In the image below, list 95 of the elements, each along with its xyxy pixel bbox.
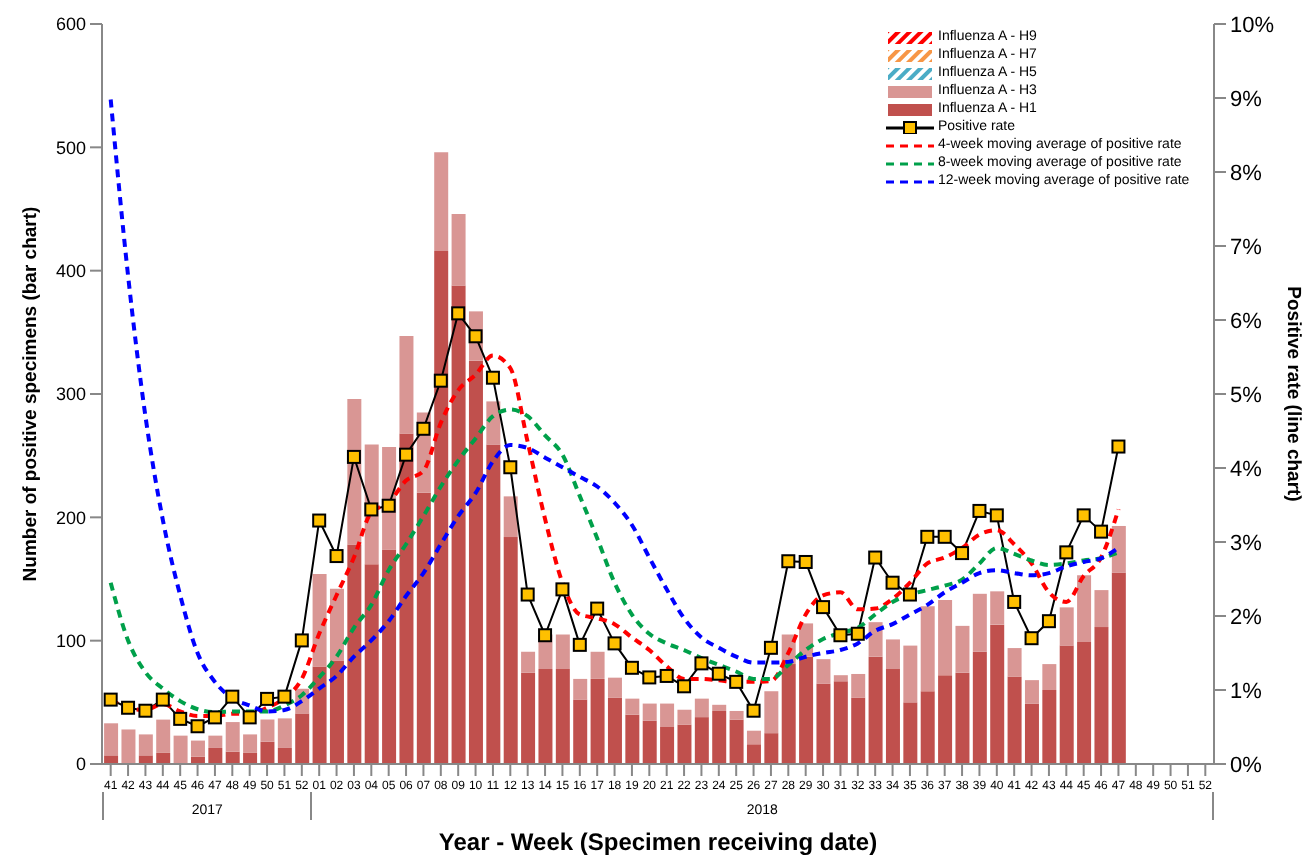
point [538, 628, 553, 643]
point [763, 640, 778, 655]
point [711, 666, 726, 681]
point [746, 703, 761, 718]
point [833, 628, 848, 643]
point [364, 502, 379, 517]
y2-tick-label: 7% [1230, 235, 1263, 260]
y2-tick-label: 0% [1230, 753, 1263, 778]
point [242, 710, 257, 725]
y2-tick-label: 1% [1230, 679, 1263, 704]
y2-tick-label: 8% [1230, 161, 1263, 186]
point [729, 674, 744, 689]
point [138, 703, 153, 718]
y-tick-label: 300 [55, 384, 86, 405]
bar [555, 634, 570, 670]
point [920, 529, 935, 544]
point [816, 600, 831, 615]
point [659, 668, 674, 683]
y-tick-label: 100 [55, 631, 86, 652]
point [225, 689, 240, 704]
point [781, 554, 796, 569]
point [572, 637, 587, 652]
y-tick-label: 0 [75, 754, 86, 775]
point [399, 447, 414, 462]
point [520, 587, 535, 602]
bar [625, 698, 640, 715]
point [103, 692, 118, 707]
point [485, 370, 500, 385]
point [294, 633, 309, 648]
point [381, 498, 396, 513]
x-axis-title: Year - Week (Specimen receiving date) [436, 826, 880, 858]
point [972, 503, 987, 518]
point [1059, 545, 1074, 560]
y-tick-label: 500 [55, 137, 86, 158]
point [989, 508, 1004, 523]
bar [451, 213, 466, 286]
bar [729, 710, 744, 720]
y-tick-label: 400 [55, 261, 86, 282]
y2-tick-label: 4% [1230, 457, 1263, 482]
point [1041, 614, 1056, 629]
point [1076, 508, 1091, 523]
point [555, 582, 570, 597]
point [503, 460, 518, 475]
point [277, 689, 292, 704]
y2-tick-label: 10% [1230, 13, 1275, 38]
y-tick-label: 200 [55, 507, 86, 528]
point [346, 449, 361, 464]
y2-tick-label: 6% [1230, 309, 1263, 334]
point [955, 546, 970, 561]
point [451, 306, 466, 321]
point [937, 529, 952, 544]
point [677, 679, 692, 694]
point [642, 670, 657, 685]
point [190, 719, 205, 734]
bar [486, 401, 501, 445]
point [885, 575, 900, 590]
y-axis-title: Number of positive specimens (bar chart) [18, 204, 44, 586]
bar [816, 659, 831, 684]
point [155, 692, 170, 707]
point [798, 554, 813, 569]
bar [573, 678, 588, 700]
point [850, 626, 865, 641]
point [1094, 524, 1109, 539]
point [607, 636, 622, 651]
y2-tick-label: 2% [1230, 605, 1263, 630]
point [173, 711, 188, 726]
point [624, 660, 639, 675]
y2-tick-label: 9% [1230, 87, 1263, 112]
point [329, 549, 344, 564]
point [590, 601, 605, 616]
y2-tick-label: 3% [1230, 531, 1263, 556]
y-tick-label: 600 [55, 14, 86, 35]
point [1111, 439, 1126, 454]
bar [1111, 525, 1126, 573]
bar [1111, 572, 1126, 764]
bar [434, 152, 449, 251]
point [868, 550, 883, 565]
bar [399, 336, 414, 434]
bar [277, 718, 292, 748]
point [207, 710, 222, 725]
point [433, 373, 448, 388]
point [121, 700, 136, 715]
bar [1007, 648, 1022, 677]
point [312, 513, 327, 528]
y2-axis-title: Positive rate (line chart) [1280, 284, 1306, 506]
point [1007, 594, 1022, 609]
point [468, 329, 483, 344]
point [1024, 631, 1039, 646]
bar [503, 496, 518, 538]
point [260, 691, 275, 706]
point [902, 587, 917, 602]
point [416, 421, 431, 436]
y2-tick-label: 5% [1230, 383, 1263, 408]
bar [104, 755, 119, 764]
point [694, 656, 709, 671]
